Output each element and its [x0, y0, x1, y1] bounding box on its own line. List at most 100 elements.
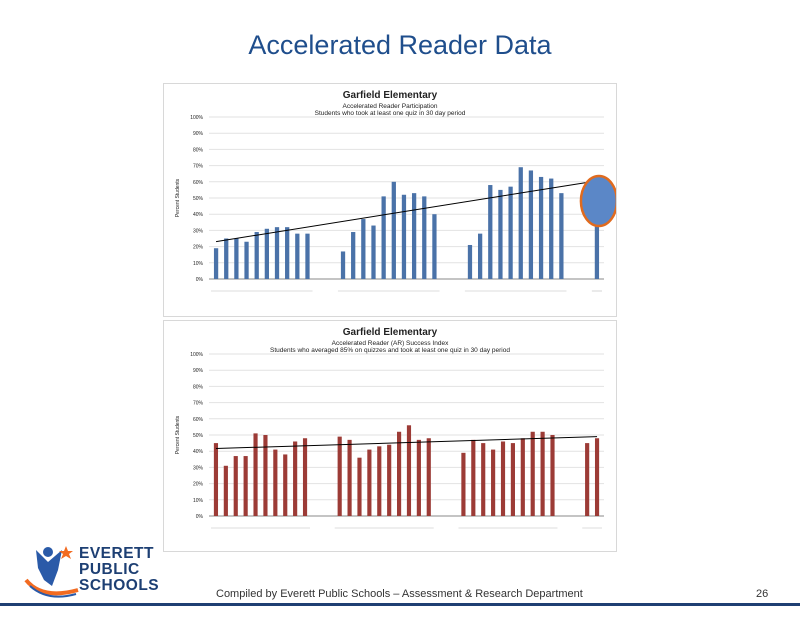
- bar: [302, 438, 308, 516]
- bar: [337, 436, 342, 516]
- y-tick-label: 80%: [193, 147, 204, 153]
- bar: [540, 431, 545, 516]
- everett-logo-icon: [24, 546, 79, 598]
- bar: [340, 251, 346, 279]
- bar: [401, 194, 407, 279]
- y-tick-label: 50%: [193, 433, 204, 439]
- bar: [549, 178, 554, 279]
- bar: [520, 438, 525, 516]
- bar: [371, 225, 376, 279]
- bar: [254, 232, 259, 279]
- bar: [351, 232, 356, 279]
- bar: [491, 449, 496, 516]
- bar: [406, 425, 412, 516]
- bar: [477, 233, 483, 279]
- y-tick-label: 40%: [193, 212, 204, 218]
- bar: [285, 227, 290, 279]
- bar: [422, 196, 427, 279]
- y-tick-label: 30%: [193, 228, 204, 234]
- y-tick-label: 20%: [193, 245, 204, 251]
- y-axis-label: Percent Students: [175, 415, 181, 454]
- bar: [391, 181, 396, 279]
- success-index-chart: Garfield Elementary Accelerated Reader (A…: [163, 320, 617, 552]
- y-tick-label: 100%: [190, 352, 203, 358]
- bar: [224, 238, 229, 279]
- chart-title: Garfield Elementary: [343, 327, 438, 338]
- bar: [594, 222, 600, 279]
- bar: [550, 435, 555, 516]
- y-tick-label: 60%: [193, 180, 204, 186]
- bar: [305, 233, 310, 279]
- y-tick-label: 40%: [193, 449, 204, 455]
- footer-credit: Compiled by Everett Public Schools – Ass…: [216, 588, 583, 600]
- logo-line-3: SCHOOLS: [79, 577, 160, 594]
- y-tick-label: 50%: [193, 196, 204, 202]
- bar: [264, 228, 269, 279]
- bar: [347, 439, 352, 516]
- bar: [594, 438, 600, 516]
- y-tick-label: 10%: [193, 261, 204, 267]
- bar: [367, 449, 372, 516]
- success-index-chart-svg: Garfield Elementary Accelerated Reader (A…: [175, 327, 604, 529]
- bar: [283, 454, 288, 516]
- bar: [396, 431, 402, 516]
- bar: [538, 176, 544, 279]
- bar: [510, 443, 515, 516]
- bar: [500, 441, 506, 516]
- y-tick-label: 60%: [193, 417, 204, 423]
- bar: [295, 233, 300, 279]
- bar: [243, 456, 248, 516]
- chart-subtitle: Accelerated Reader Participation: [342, 103, 437, 110]
- chart-subtitle-2: Students who took at least one quiz in 3…: [315, 110, 466, 117]
- y-tick-label: 90%: [193, 368, 204, 374]
- bar: [518, 167, 523, 279]
- bar: [585, 443, 590, 516]
- chart-title: Garfield Elementary: [343, 90, 438, 101]
- y-tick-label: 70%: [193, 401, 204, 407]
- bar: [213, 443, 219, 516]
- logo-text: EVERETT PUBLIC SCHOOLS: [79, 546, 159, 594]
- trendline: [215, 180, 598, 243]
- bar: [387, 444, 392, 516]
- logo-line-1: EVERETT: [79, 545, 154, 562]
- bar: [361, 219, 366, 279]
- slide-title: Accelerated Reader Data: [248, 30, 552, 60]
- bar: [377, 446, 382, 516]
- bar: [508, 186, 513, 279]
- bar: [253, 433, 258, 516]
- y-tick-label: 30%: [193, 465, 204, 471]
- bar: [416, 439, 421, 516]
- y-tick-label: 0%: [196, 277, 204, 283]
- y-tick-label: 70%: [193, 164, 204, 170]
- bar: [223, 465, 228, 516]
- bar: [274, 227, 280, 279]
- y-tick-label: 80%: [193, 384, 204, 390]
- participation-chart: Garfield Elementary Accelerated Reader Pa…: [163, 83, 617, 317]
- participation-chart-svg: Garfield Elementary Accelerated Reader Pa…: [175, 90, 616, 292]
- highlight-ellipse: [579, 174, 616, 228]
- bar: [213, 248, 219, 279]
- bar: [528, 170, 534, 279]
- bar: [263, 435, 268, 516]
- bar: [467, 244, 473, 279]
- bar: [530, 431, 535, 516]
- chart-subtitle-2: Students who averaged 85% on quizzes and…: [270, 347, 510, 354]
- trendline: [215, 436, 598, 450]
- bar: [233, 456, 238, 516]
- y-tick-label: 20%: [193, 482, 204, 488]
- chart-subtitle: Accelerated Reader (AR) Success Index: [332, 340, 449, 347]
- bar: [357, 457, 362, 516]
- logo-line-2: PUBLIC: [79, 561, 140, 578]
- y-axis-label: Percent Students: [175, 178, 181, 217]
- bar: [293, 441, 298, 516]
- page-number: 26: [756, 588, 769, 600]
- bar: [471, 439, 476, 516]
- bar: [559, 193, 564, 279]
- bar: [498, 189, 503, 279]
- footer-divider: [0, 603, 800, 606]
- bar: [234, 238, 239, 279]
- y-tick-label: 90%: [193, 131, 204, 137]
- bar: [273, 449, 278, 516]
- bar: [432, 214, 437, 279]
- y-tick-label: 100%: [190, 115, 203, 121]
